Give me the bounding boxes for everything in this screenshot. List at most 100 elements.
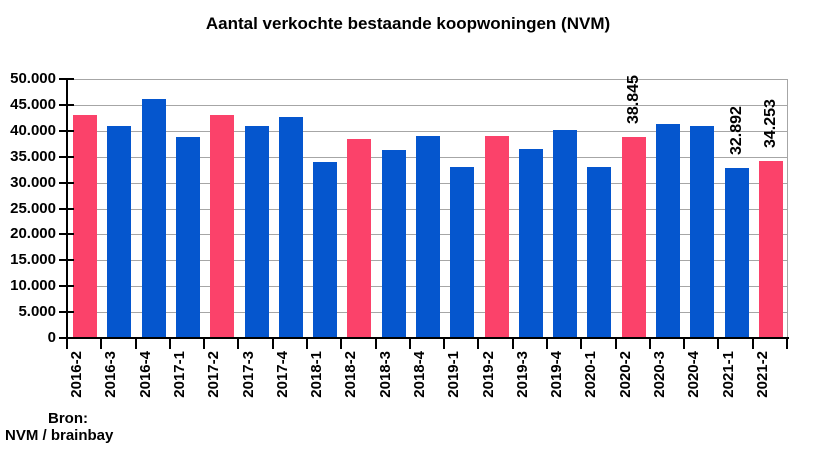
- x-tick-label: 2019-3: [513, 351, 531, 398]
- bar-2021-2: [758, 160, 783, 338]
- bar-2020-1: [587, 167, 612, 338]
- x-tick-label: 2020-1: [582, 351, 600, 398]
- x-tick: [648, 338, 651, 349]
- x-tick: [717, 338, 720, 349]
- bar-2018-1: [313, 162, 338, 338]
- bar-2018-3: [381, 149, 406, 338]
- y-tick: [59, 78, 74, 80]
- bar-2021-1: [724, 167, 749, 338]
- x-tick: [751, 338, 754, 349]
- x-tick-label: 2017-4: [273, 351, 291, 398]
- bar-2016-3: [107, 126, 132, 338]
- x-tick-label: 2019-4: [548, 351, 566, 398]
- x-tick-label: 2018-2: [342, 351, 360, 398]
- y-tick: [59, 103, 74, 106]
- x-tick: [66, 338, 68, 349]
- x-tick-label: 2020-4: [685, 351, 703, 398]
- x-tick: [100, 338, 103, 349]
- chart-title: Aantal verkochte bestaande koopwoningen …: [205, 14, 611, 33]
- y-tick-label: 20.000: [10, 225, 56, 243]
- x-tick-label: 2018-4: [411, 351, 428, 398]
- gridline: [68, 79, 788, 80]
- x-tick-label: 2017-1: [171, 351, 188, 398]
- gridline: [68, 104, 788, 106]
- x-tick: [134, 338, 137, 349]
- bar-value-label: 32.892: [727, 105, 745, 155]
- x-tick: [306, 338, 308, 349]
- x-tick-label: 2018-1: [308, 351, 326, 398]
- x-tick: [786, 338, 788, 349]
- x-tick: [374, 338, 377, 349]
- bar-2017-1: [176, 137, 200, 338]
- y-tick-label: 45.000: [10, 95, 56, 113]
- x-tick: [168, 338, 171, 349]
- bar-2020-3: [656, 124, 680, 338]
- y-axis: [66, 79, 68, 349]
- y-tick: [59, 311, 74, 314]
- y-tick-label: 40.000: [10, 121, 56, 139]
- x-tick-label: 2020-2: [616, 351, 634, 398]
- bar-2018-2: [347, 139, 372, 338]
- x-tick: [203, 338, 206, 349]
- y-tick: [59, 129, 74, 132]
- bar-2016-4: [141, 99, 166, 338]
- bar-2020-4: [690, 126, 715, 338]
- x-tick-label: 2021-1: [719, 351, 737, 398]
- source-value: NVM / brainbay: [5, 427, 114, 444]
- x-tick: [614, 338, 617, 349]
- y-tick: [59, 285, 74, 288]
- x-tick: [477, 338, 480, 349]
- x-tick: [546, 338, 548, 349]
- x-tick: [340, 338, 343, 349]
- bar-2017-4: [278, 116, 303, 338]
- y-tick-label: 15.000: [10, 251, 56, 269]
- bar-value-label: 34.253: [761, 98, 779, 148]
- bar-2020-2: [621, 136, 646, 338]
- x-axis: [66, 337, 789, 339]
- x-tick-label: 2017-2: [205, 351, 223, 398]
- source-note: Bron: NVM / brainbay: [5, 410, 113, 444]
- bar-2019-2: [484, 135, 509, 338]
- y-tick: [59, 207, 74, 210]
- x-tick-label: 2019-1: [445, 351, 463, 398]
- y-tick: [59, 181, 74, 184]
- x-tick: [683, 338, 686, 349]
- source-label: Bron:: [48, 410, 88, 427]
- x-tick: [580, 338, 583, 349]
- x-tick-label: 2016-2: [68, 351, 86, 398]
- x-tick-label: 2019-2: [479, 351, 497, 398]
- x-tick-label: 2017-3: [239, 351, 257, 398]
- bar-2019-1: [450, 167, 475, 338]
- bar-2017-3: [244, 126, 269, 338]
- y-tick: [59, 233, 74, 236]
- y-tick-label: 10.000: [10, 277, 56, 295]
- plot-area: [68, 79, 788, 338]
- y-tick-label: 50.000: [10, 70, 56, 87]
- bar-2019-4: [553, 129, 578, 338]
- x-tick-label: 2021-2: [753, 351, 771, 398]
- x-tick: [408, 338, 411, 349]
- x-tick: [237, 338, 240, 349]
- plot-right-border: [787, 79, 788, 338]
- x-tick: [511, 338, 514, 349]
- x-tick-label: 2016-3: [102, 351, 120, 398]
- y-tick: [59, 259, 74, 262]
- y-tick-label: 35.000: [10, 147, 56, 165]
- y-tick-label: 5.000: [18, 303, 56, 321]
- x-tick-label: 2020-3: [651, 351, 668, 398]
- x-tick: [271, 338, 274, 349]
- x-tick-label: 2016-4: [136, 351, 154, 398]
- x-tick-label: 2018-3: [376, 351, 394, 398]
- y-tick-label: 25.000: [10, 199, 56, 217]
- gridline: [68, 130, 788, 132]
- y-tick-label: 30.000: [10, 173, 56, 191]
- bar-2018-4: [416, 135, 440, 338]
- bar-2016-2: [73, 115, 98, 338]
- bar-2019-3: [518, 148, 543, 338]
- y-tick-label: 0: [47, 329, 56, 346]
- y-tick: [59, 155, 74, 158]
- bar-2017-2: [210, 114, 235, 338]
- x-tick: [443, 338, 446, 349]
- bar-value-label: 38.845: [624, 74, 642, 124]
